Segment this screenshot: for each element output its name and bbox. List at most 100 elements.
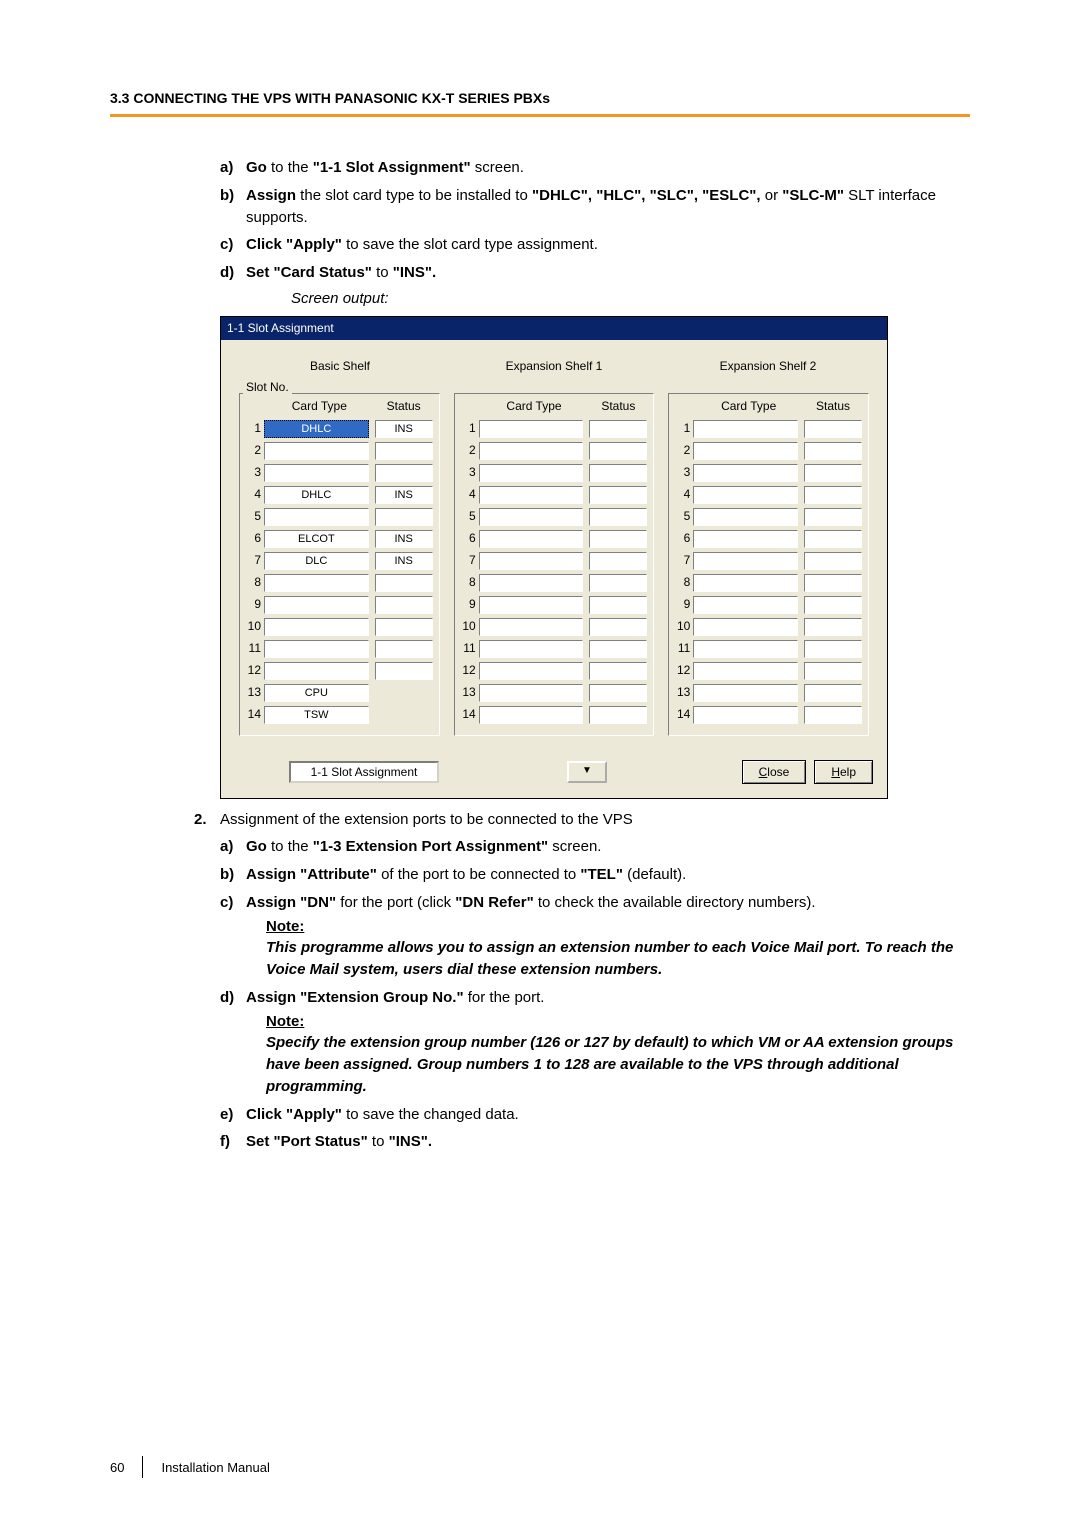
card-type-cell[interactable] — [479, 618, 584, 636]
card-type-cell[interactable] — [264, 596, 369, 614]
status-cell[interactable] — [589, 596, 647, 614]
status-cell[interactable] — [804, 662, 862, 680]
status-cell[interactable] — [589, 442, 647, 460]
status-cell[interactable] — [804, 420, 862, 438]
slot-number: 6 — [246, 530, 264, 547]
card-type-cell[interactable] — [693, 574, 798, 592]
card-type-cell[interactable] — [479, 486, 584, 504]
card-type-cell[interactable] — [264, 662, 369, 680]
status-cell[interactable] — [375, 618, 433, 636]
close-button[interactable]: Close — [742, 760, 807, 784]
status-cell[interactable] — [804, 596, 862, 614]
card-type-cell[interactable] — [693, 508, 798, 526]
status-cell[interactable] — [375, 442, 433, 460]
card-type-cell[interactable] — [479, 640, 584, 658]
slot-number: 5 — [461, 508, 479, 525]
card-type-cell[interactable]: DHLC — [264, 486, 369, 504]
status-cell[interactable]: INS — [375, 530, 433, 548]
status-cell[interactable]: INS — [375, 420, 433, 438]
status-cell[interactable] — [804, 574, 862, 592]
slot-row: 12 — [246, 661, 433, 681]
status-cell[interactable] — [589, 486, 647, 504]
status-cell[interactable] — [589, 662, 647, 680]
status-cell[interactable] — [804, 552, 862, 570]
card-type-cell[interactable] — [693, 706, 798, 724]
status-cell[interactable] — [804, 618, 862, 636]
slot-row: 6 — [461, 529, 648, 549]
status-cell[interactable] — [804, 640, 862, 658]
status-cell[interactable] — [589, 530, 647, 548]
slot-row: 1DHLCINS — [246, 419, 433, 439]
section-header: 3.3 CONNECTING THE VPS WITH PANASONIC KX… — [110, 90, 970, 114]
card-type-cell[interactable] — [264, 508, 369, 526]
card-type-cell[interactable] — [479, 442, 584, 460]
status-cell[interactable] — [589, 640, 647, 658]
status-cell[interactable] — [589, 420, 647, 438]
card-type-cell[interactable] — [693, 442, 798, 460]
shelf-title-exp2: Expansion Shelf 2 — [661, 358, 875, 375]
card-type-cell[interactable] — [264, 464, 369, 482]
card-type-cell[interactable] — [693, 684, 798, 702]
card-type-cell[interactable] — [264, 442, 369, 460]
status-cell[interactable] — [589, 574, 647, 592]
status-cell[interactable] — [375, 464, 433, 482]
status-cell[interactable] — [804, 442, 862, 460]
card-type-cell[interactable] — [479, 706, 584, 724]
status-cell[interactable] — [804, 486, 862, 504]
card-type-cell[interactable] — [479, 508, 584, 526]
status-cell[interactable] — [589, 706, 647, 724]
slot-number: 10 — [675, 618, 693, 635]
status-cell[interactable] — [804, 706, 862, 724]
slot-row: 8 — [461, 573, 648, 593]
status-cell[interactable] — [589, 508, 647, 526]
card-type-cell[interactable] — [693, 464, 798, 482]
status-cell[interactable] — [804, 508, 862, 526]
card-type-cell[interactable] — [264, 574, 369, 592]
status-cell[interactable] — [804, 530, 862, 548]
card-type-cell[interactable] — [479, 552, 584, 570]
card-type-cell[interactable] — [693, 486, 798, 504]
card-type-cell[interactable] — [479, 596, 584, 614]
status-cell[interactable] — [375, 662, 433, 680]
card-type-cell[interactable]: DLC — [264, 552, 369, 570]
card-type-cell[interactable] — [693, 530, 798, 548]
nav-input[interactable]: 1-1 Slot Assignment — [289, 761, 439, 783]
slot-row: 11 — [461, 639, 648, 659]
slot-number: 14 — [246, 706, 264, 723]
card-type-cell[interactable]: DHLC — [264, 420, 369, 438]
card-type-cell[interactable] — [479, 420, 584, 438]
status-cell[interactable] — [589, 464, 647, 482]
status-cell[interactable] — [375, 640, 433, 658]
nav-dropdown[interactable]: ▼ — [567, 761, 607, 783]
status-cell[interactable] — [375, 508, 433, 526]
card-type-cell[interactable] — [693, 640, 798, 658]
card-type-cell[interactable] — [479, 662, 584, 680]
card-type-cell[interactable] — [479, 574, 584, 592]
card-type-cell[interactable] — [693, 596, 798, 614]
card-type-cell[interactable]: TSW — [264, 706, 369, 724]
card-type-cell[interactable] — [479, 684, 584, 702]
status-cell[interactable]: INS — [375, 486, 433, 504]
slot-number: 14 — [461, 706, 479, 723]
card-type-cell[interactable] — [479, 464, 584, 482]
status-cell[interactable] — [589, 618, 647, 636]
card-type-cell[interactable] — [693, 618, 798, 636]
status-cell[interactable] — [375, 596, 433, 614]
card-type-cell[interactable] — [693, 420, 798, 438]
card-type-cell[interactable] — [264, 640, 369, 658]
card-type-cell[interactable] — [693, 662, 798, 680]
card-type-cell[interactable] — [264, 618, 369, 636]
status-cell[interactable] — [589, 684, 647, 702]
slot-row: 10 — [675, 617, 862, 637]
card-type-cell[interactable] — [479, 530, 584, 548]
status-cell[interactable] — [804, 464, 862, 482]
help-button[interactable]: Help — [814, 760, 873, 784]
status-cell[interactable] — [589, 552, 647, 570]
card-type-cell[interactable]: ELCOT — [264, 530, 369, 548]
card-type-cell[interactable]: CPU — [264, 684, 369, 702]
slot-row: 3 — [461, 463, 648, 483]
status-cell[interactable] — [375, 574, 433, 592]
status-cell[interactable]: INS — [375, 552, 433, 570]
status-cell[interactable] — [804, 684, 862, 702]
card-type-cell[interactable] — [693, 552, 798, 570]
